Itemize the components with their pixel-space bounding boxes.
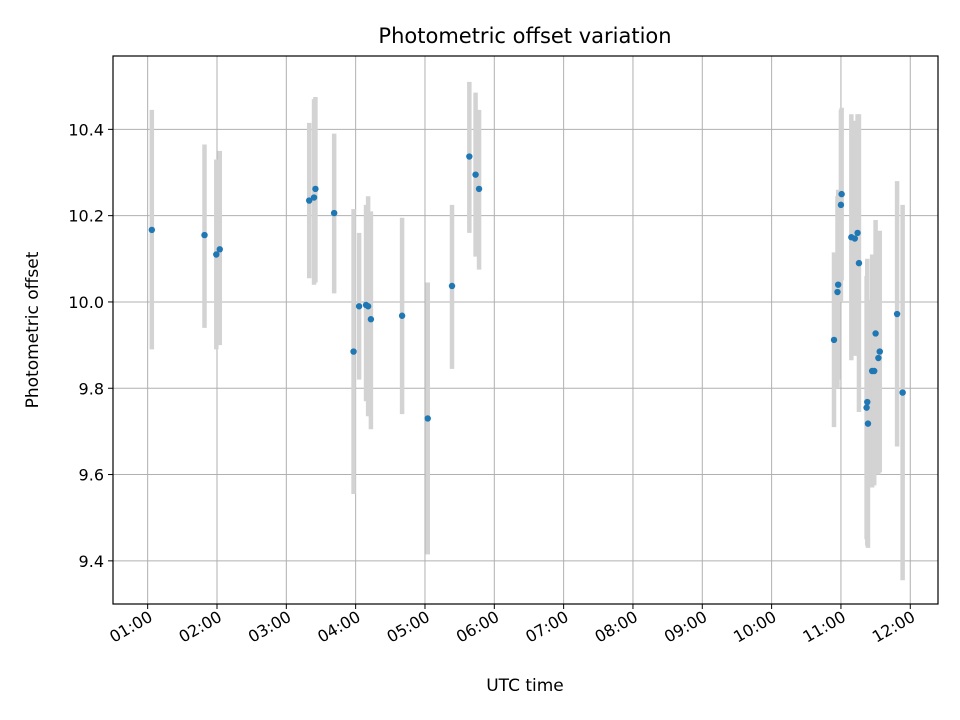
plot-area — [112, 55, 939, 605]
data-point — [875, 354, 882, 362]
data-point — [830, 336, 838, 344]
data-point — [854, 229, 861, 237]
y-tick-label: 10.2 — [68, 207, 104, 226]
data-point — [312, 185, 319, 193]
data-point — [466, 153, 473, 160]
data-point — [834, 281, 842, 288]
data-point — [864, 420, 872, 427]
data-point — [893, 310, 901, 318]
data-point — [213, 251, 220, 258]
y-tick-label: 9.8 — [79, 379, 104, 398]
y-tick-label: 10.0 — [68, 293, 104, 312]
data-point — [864, 398, 871, 406]
data-point — [350, 348, 357, 355]
data-point — [834, 288, 841, 296]
data-point — [398, 312, 406, 319]
y-axis-ticks: 9.4 9.6 9.8 10.0 10.2 10.4 — [68, 120, 113, 571]
y-tick-label: 9.4 — [79, 552, 104, 571]
data-point — [872, 330, 879, 337]
data-point — [216, 246, 223, 253]
grid-lines — [113, 56, 938, 604]
data-point — [355, 303, 363, 310]
data-point — [367, 316, 375, 323]
data-point — [364, 303, 372, 310]
data-point — [876, 348, 883, 355]
data-point — [838, 190, 845, 198]
data-point — [310, 194, 318, 201]
data-point — [871, 367, 878, 375]
data-point — [448, 282, 456, 290]
data-point — [475, 185, 483, 193]
plot-frame — [112, 55, 939, 605]
data-point — [899, 389, 906, 396]
y-axis-label: Photometric offset — [23, 251, 43, 408]
data-point — [863, 404, 870, 411]
data-points — [148, 153, 906, 427]
data-point — [201, 231, 208, 239]
x-axis-label: UTC time — [486, 676, 564, 696]
y-tick-label: 9.6 — [79, 466, 104, 485]
data-point — [855, 259, 863, 267]
chart-title: Photometric offset variation — [378, 24, 671, 48]
data-point — [851, 235, 859, 242]
data-point — [472, 171, 479, 178]
data-point — [305, 197, 313, 204]
plot-background — [113, 56, 938, 604]
data-point — [330, 209, 338, 217]
data-point — [424, 415, 431, 422]
data-point — [148, 226, 156, 234]
data-point — [837, 201, 845, 209]
y-tick-label: 10.4 — [68, 120, 104, 139]
